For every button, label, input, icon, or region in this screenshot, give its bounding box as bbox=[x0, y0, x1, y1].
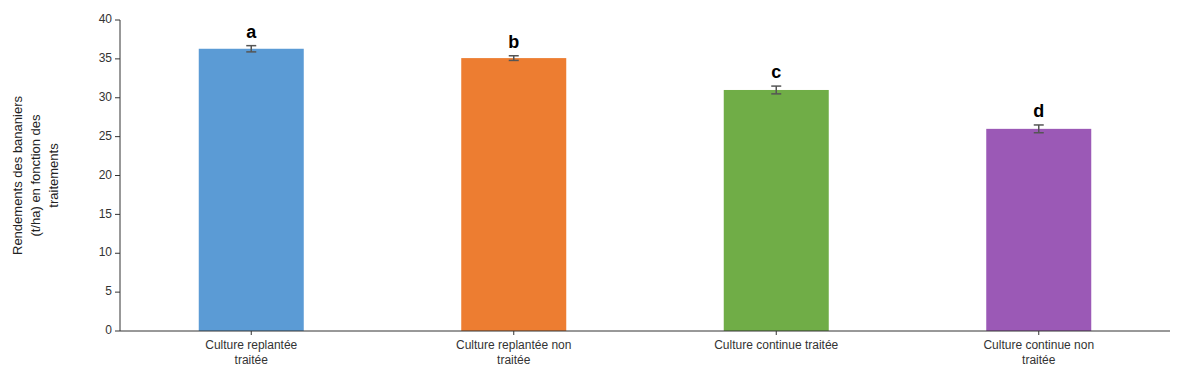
x-tick bbox=[1038, 331, 1039, 335]
y-tick-label: 40 bbox=[99, 12, 113, 26]
x-tick-label: Culture continue traitée bbox=[714, 338, 838, 352]
y-tick-label: 15 bbox=[99, 207, 113, 221]
error-bar bbox=[509, 56, 519, 61]
chart: a b c d 0 5 10 15 20 25 30 35 40 Culture replantéetra… bbox=[0, 0, 1200, 389]
chart-container: a b c d 0 5 10 15 20 25 30 35 40 Culture replantéetra… bbox=[0, 0, 1200, 389]
y-tick-label: 30 bbox=[99, 90, 113, 104]
bar bbox=[986, 129, 1091, 331]
bar bbox=[724, 90, 829, 331]
y-tick bbox=[115, 214, 120, 215]
y-tick bbox=[115, 20, 120, 21]
y-tick bbox=[115, 175, 120, 176]
bar bbox=[199, 49, 304, 331]
x-axis: Culture replantéetraitée Culture replanté… bbox=[120, 331, 1170, 367]
error-bar bbox=[1034, 125, 1044, 133]
x-tick-label: Culture replantéetraitée bbox=[205, 338, 297, 367]
bars bbox=[199, 46, 1092, 331]
y-tick-label: 5 bbox=[105, 284, 112, 298]
y-tick bbox=[115, 97, 120, 98]
error-bar bbox=[246, 46, 256, 52]
x-tick bbox=[513, 331, 514, 335]
y-tick-label: 35 bbox=[99, 51, 113, 65]
error-bar bbox=[771, 86, 781, 94]
y-tick-label: 0 bbox=[105, 323, 112, 337]
y-tick bbox=[115, 331, 120, 332]
significance-label: c bbox=[771, 62, 781, 82]
x-tick-label: Culture continue nontraitée bbox=[983, 338, 1094, 367]
y-tick bbox=[115, 58, 120, 59]
y-tick-label: 20 bbox=[99, 168, 113, 182]
y-tick-label: 10 bbox=[99, 245, 113, 259]
x-tick bbox=[251, 331, 252, 335]
significance-label: b bbox=[508, 32, 519, 52]
y-tick bbox=[115, 253, 120, 254]
significance-label: a bbox=[246, 22, 257, 42]
x-axis-line bbox=[120, 331, 1170, 332]
x-tick bbox=[776, 331, 777, 335]
x-tick-label: Culture replantée nontraitée bbox=[456, 338, 571, 367]
y-tick-label: 25 bbox=[99, 129, 113, 143]
y-tick bbox=[115, 136, 120, 137]
y-axis: 0 5 10 15 20 25 30 35 40 bbox=[99, 12, 120, 337]
significance-label: d bbox=[1033, 101, 1044, 121]
y-axis-label: Rendements des bananiers(t/ha) en foncti… bbox=[10, 96, 61, 255]
bar bbox=[461, 58, 566, 331]
y-tick bbox=[115, 292, 120, 293]
